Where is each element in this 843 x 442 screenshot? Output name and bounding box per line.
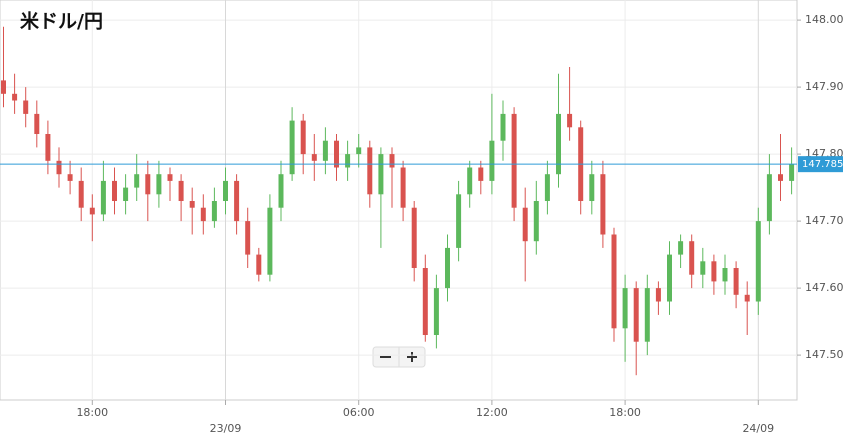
- x-tick-label: 18:00: [609, 406, 641, 419]
- candle-body: [644, 288, 650, 342]
- y-tick-label: 147.900: [805, 80, 843, 93]
- candle-body: [489, 140, 495, 181]
- candle-body: [334, 140, 339, 168]
- candle-body: [34, 113, 40, 135]
- x-tick-label: 18:00: [76, 406, 108, 419]
- candle-body: [289, 120, 295, 175]
- candle-body: [689, 241, 695, 275]
- candle-body: [134, 174, 140, 188]
- candle-body: [311, 154, 317, 161]
- candle-body: [511, 113, 517, 208]
- candle-body: [178, 180, 184, 202]
- candle-body: [467, 167, 473, 195]
- candle-body: [45, 134, 51, 161]
- candle-body: [278, 174, 284, 208]
- candle-body: [655, 288, 661, 302]
- candle-body: [356, 147, 362, 155]
- candle-body: [589, 174, 595, 202]
- candle-body: [389, 154, 395, 168]
- candle-body: [400, 167, 406, 208]
- candle-body: [711, 261, 717, 282]
- candle-body: [544, 174, 550, 202]
- plot-frame: [0, 0, 798, 401]
- zoom-controls[interactable]: [372, 346, 426, 368]
- chart-title: 米ドル/円: [20, 10, 103, 33]
- candle-body: [778, 174, 783, 181]
- candle-body: [367, 147, 373, 195]
- candle-body: [67, 174, 73, 181]
- candle-body: [1, 80, 6, 94]
- candle-body: [700, 261, 706, 275]
- candle-body: [533, 201, 539, 242]
- candle-body: [456, 194, 462, 248]
- candle-body: [256, 254, 262, 275]
- x-tick-label: 06:00: [343, 406, 375, 419]
- candle-body: [378, 154, 384, 195]
- candle-body: [766, 174, 772, 222]
- y-tick-label: 147.500: [805, 348, 843, 361]
- x-tick-label: 24/09: [742, 422, 774, 435]
- candle-body: [223, 180, 228, 202]
- candle-body: [56, 160, 62, 175]
- candle-body: [611, 234, 617, 329]
- candle-body: [667, 254, 672, 302]
- candle-body: [167, 174, 173, 181]
- candle-body: [200, 207, 206, 222]
- candle-body: [411, 207, 417, 269]
- candle-body: [245, 221, 251, 255]
- candle-body: [112, 180, 117, 202]
- candle-body: [322, 140, 328, 161]
- candle-body: [600, 174, 606, 235]
- candle-body: [789, 164, 795, 181]
- candle-body: [622, 288, 628, 329]
- candle-body: [211, 201, 217, 222]
- y-tick-label: 147.700: [805, 214, 843, 227]
- candle-body: [478, 167, 484, 181]
- candle-body: [556, 113, 561, 175]
- candle-body: [156, 174, 162, 195]
- candle-body: [678, 241, 684, 255]
- candle-body: [722, 268, 728, 282]
- candle-body: [755, 221, 761, 302]
- candle-body: [345, 154, 351, 168]
- candle-body: [145, 174, 151, 195]
- current-price-label: 147.785: [802, 159, 843, 170]
- candle-body: [567, 113, 573, 128]
- candle-body: [234, 180, 240, 222]
- candle-body: [89, 207, 95, 215]
- candle-body: [100, 180, 106, 215]
- candle-body: [633, 288, 639, 342]
- current-price-tag: [798, 156, 843, 173]
- candle-body: [300, 120, 306, 155]
- candle-body: [422, 268, 428, 336]
- candle-body: [733, 268, 739, 295]
- y-tick-label: 147.600: [805, 281, 843, 294]
- candle-body: [12, 93, 18, 101]
- x-tick-label: 23/09: [210, 422, 242, 435]
- candle-body: [267, 207, 273, 275]
- candle-body: [189, 201, 195, 208]
- candle-body: [78, 180, 84, 208]
- candle-body: [445, 247, 450, 289]
- candle-body: [123, 187, 129, 202]
- candle-body: [500, 113, 506, 141]
- candle-body: [744, 294, 750, 302]
- candle-body: [433, 288, 439, 336]
- candle-body: [23, 100, 29, 114]
- candle-body: [522, 207, 528, 242]
- x-tick-label: 12:00: [476, 406, 508, 419]
- y-tick-label: 148.000: [805, 13, 843, 26]
